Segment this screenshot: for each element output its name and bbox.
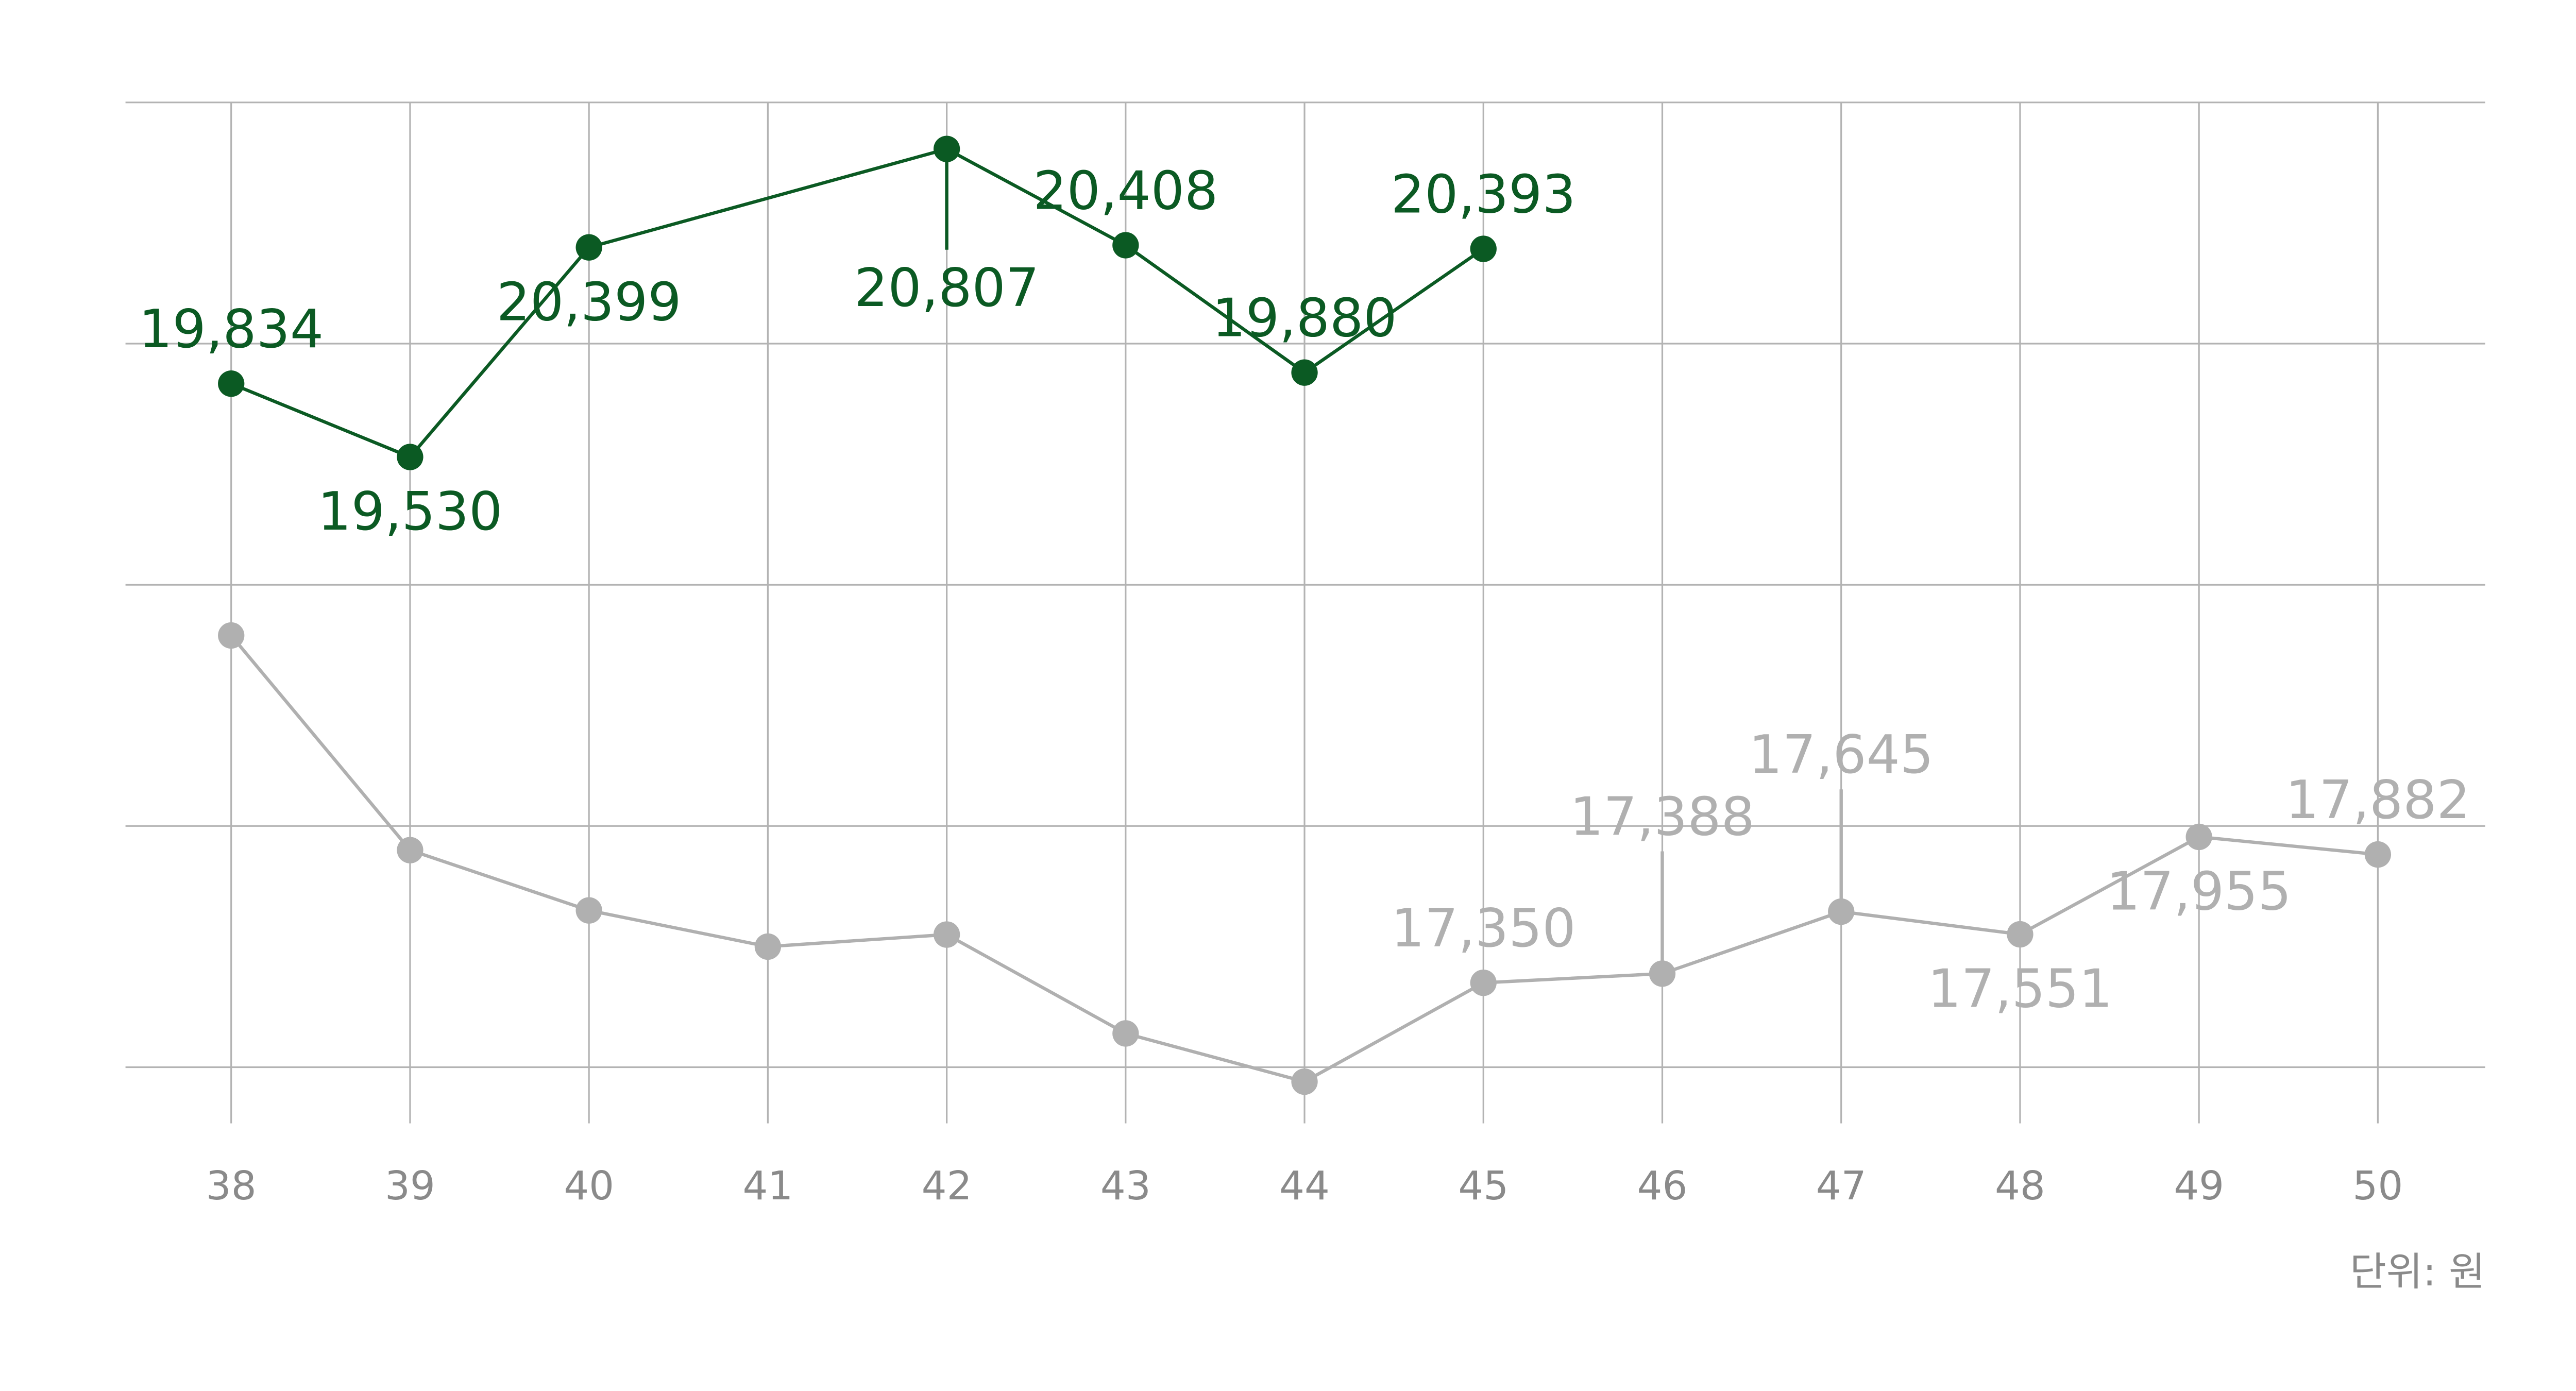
data-point	[397, 837, 423, 863]
x-tick-label: 45	[1458, 1163, 1509, 1209]
data-point	[1291, 359, 1318, 386]
data-label: 20,807	[854, 258, 1039, 319]
x-tick-label: 48	[1995, 1163, 2045, 1209]
data-point	[1828, 898, 1855, 925]
data-label: 19,880	[1212, 288, 1397, 349]
x-tick-label: 46	[1637, 1163, 1688, 1209]
x-tick-label: 49	[2174, 1163, 2224, 1209]
data-label: 20,399	[497, 272, 682, 333]
data-label: 17,645	[1749, 724, 1934, 786]
data-point	[1112, 1020, 1139, 1047]
data-point	[1470, 235, 1497, 262]
data-label: 17,350	[1391, 898, 1576, 959]
x-tick-label: 50	[2352, 1163, 2403, 1209]
data-point	[218, 622, 245, 649]
x-axis-ticks: 38 39 40 41 42 43 44 45 46 47 48 49 50	[206, 1163, 2403, 1209]
series-layer: 19,834 19,530 20,399 20,807 20,408 19,880 20,3…	[139, 135, 2470, 1095]
data-point	[218, 370, 245, 397]
data-point	[575, 897, 602, 924]
data-point	[1112, 232, 1139, 259]
x-tick-label: 40	[564, 1163, 614, 1209]
series-0: 19,834 19,530 20,399 20,807 20,408 19,880 20,3…	[139, 135, 1576, 542]
x-tick-label: 42	[922, 1163, 972, 1209]
data-point	[1470, 969, 1497, 996]
data-label: 19,834	[139, 299, 324, 360]
data-label: 17,551	[1928, 959, 2113, 1020]
data-point	[754, 933, 782, 960]
data-point	[1291, 1068, 1318, 1095]
data-point	[2185, 823, 2212, 851]
data-label: 19,530	[318, 481, 503, 542]
unit-label: 단위: 원	[2350, 1249, 2485, 1295]
gridlines	[125, 101, 2485, 1124]
data-point	[2007, 921, 2033, 948]
x-tick-label: 43	[1100, 1163, 1151, 1209]
data-label: 17,882	[2285, 770, 2470, 831]
data-label: 20,393	[1391, 164, 1576, 225]
data-point	[2364, 841, 2392, 868]
x-tick-label: 41	[742, 1163, 793, 1209]
data-label: 17,955	[2107, 861, 2292, 922]
data-point	[397, 444, 423, 470]
data-point	[575, 234, 602, 261]
x-tick-label: 39	[385, 1163, 435, 1209]
data-label: 20,408	[1033, 160, 1218, 222]
data-point	[933, 921, 960, 948]
x-tick-label: 47	[1816, 1163, 1867, 1209]
x-tick-label: 38	[206, 1163, 257, 1209]
data-point	[1649, 960, 1676, 987]
x-tick-label: 44	[1279, 1163, 1330, 1209]
data-point	[933, 135, 960, 162]
data-label: 17,388	[1570, 786, 1755, 847]
